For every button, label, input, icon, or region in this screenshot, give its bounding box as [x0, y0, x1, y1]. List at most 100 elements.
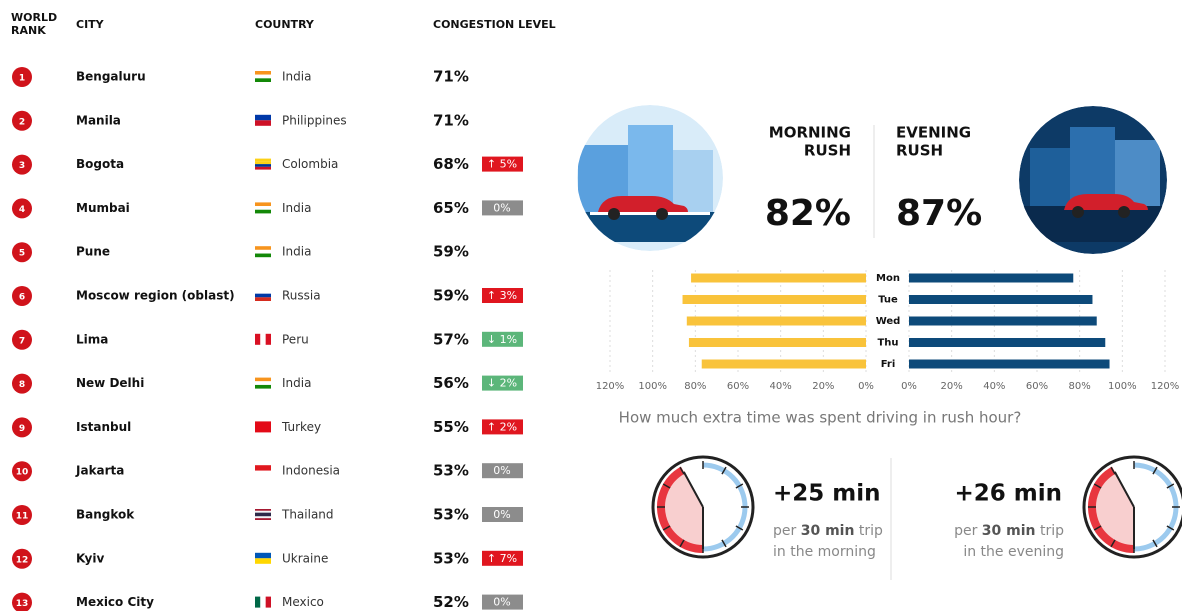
flag-stripe	[255, 206, 271, 210]
change: ↑ 3%	[487, 289, 517, 302]
rank: 7	[19, 336, 25, 346]
country: Russia	[282, 289, 321, 303]
clock-tick	[1093, 525, 1102, 531]
flag-stripe	[265, 333, 271, 345]
bar	[691, 273, 866, 283]
country: Mexico	[282, 595, 324, 609]
x-tick-label: 0%	[858, 381, 874, 392]
x-tick-label: 80%	[1069, 381, 1091, 392]
level: 57%	[433, 330, 469, 348]
flag-stripe	[255, 512, 271, 515]
rank: 10	[16, 468, 29, 478]
change: ↓ 2%	[487, 377, 517, 390]
change: ↑ 2%	[487, 420, 517, 433]
flag-stripe	[255, 516, 271, 519]
rank: 5	[19, 249, 25, 259]
city: Bengaluru	[76, 70, 146, 84]
morning-title: RUSH	[804, 142, 851, 160]
flag-stripe	[255, 381, 271, 385]
change-badge	[482, 507, 523, 522]
level: 52%	[433, 593, 469, 611]
clock-tick	[662, 483, 671, 489]
flag-stripe	[255, 552, 271, 559]
flag-stripe	[255, 377, 271, 382]
question: How much extra time was spent driving in…	[619, 409, 1022, 427]
city: Istanbul	[76, 420, 131, 434]
header-country: COUNTRY	[255, 18, 315, 31]
city: Bogota	[76, 157, 124, 171]
city: Jakarta	[75, 464, 124, 478]
flag-stripe	[255, 166, 271, 170]
rank-badge	[12, 417, 32, 438]
clock-red	[1088, 466, 1135, 553]
day-label: Wed	[876, 316, 901, 327]
clock-hand	[682, 471, 704, 508]
flag-stripe	[255, 297, 271, 301]
rank-badge	[12, 67, 32, 87]
clock-tick	[1093, 483, 1102, 489]
level: 53%	[433, 506, 469, 524]
x-tick-label: 120%	[596, 381, 625, 392]
clock-tick	[679, 539, 685, 548]
city: Pune	[76, 245, 110, 259]
change: 0%	[493, 464, 510, 477]
morning-value: 82%	[765, 193, 851, 234]
city: Manila	[76, 113, 121, 127]
level: 56%	[433, 374, 469, 392]
flag-stripe	[255, 161, 271, 165]
morning-illustration	[577, 105, 723, 251]
day-label: Thu	[877, 338, 898, 349]
country: Thailand	[281, 508, 334, 522]
level: 68%	[433, 155, 469, 173]
change: 0%	[493, 596, 510, 609]
change-badge	[482, 200, 523, 216]
header-city: CITY	[76, 18, 105, 31]
level: 65%	[433, 199, 469, 217]
x-tick-label: 120%	[1151, 381, 1180, 392]
morning-extra: +25 min	[773, 481, 881, 507]
x-tick-label: 0%	[901, 381, 917, 392]
evening-when: in the evening	[963, 544, 1064, 560]
flag-stripe	[255, 293, 271, 298]
rank-badge	[12, 198, 32, 219]
x-tick-label: 100%	[1108, 381, 1137, 392]
bar	[688, 338, 866, 347]
flag-stripe	[255, 158, 271, 162]
flag-stripe	[255, 470, 271, 477]
country: India	[282, 245, 311, 259]
evening-title: EVENING	[896, 124, 971, 142]
city: Mexico City	[76, 595, 154, 609]
city: Moscow region (oblast)	[76, 289, 235, 303]
rank: 1	[19, 74, 25, 84]
flag-stripe	[265, 596, 271, 608]
x-tick-label: 60%	[727, 381, 749, 392]
city: Kyiv	[76, 551, 104, 565]
day-label: Mon	[876, 273, 900, 284]
clock-tick	[1166, 483, 1175, 489]
bar	[682, 295, 866, 304]
change: 0%	[493, 201, 510, 214]
header-word: RANK	[11, 24, 46, 37]
bar	[909, 338, 1106, 347]
city: Lima	[76, 332, 108, 346]
clock-hand	[1113, 471, 1135, 508]
city: Mumbai	[76, 201, 130, 215]
x-tick-label: 20%	[941, 381, 963, 392]
rank: 9	[19, 424, 25, 434]
flag-stripe	[255, 120, 271, 126]
rank: 8	[19, 380, 25, 390]
rank: 13	[16, 599, 29, 609]
clock-tick	[1152, 539, 1158, 548]
bar	[909, 359, 1110, 369]
flag-stripe	[255, 333, 261, 345]
flag-stripe	[255, 78, 271, 82]
rank-badge	[12, 329, 32, 350]
x-tick-label: 20%	[812, 381, 834, 392]
evening-title: RUSH	[896, 142, 943, 160]
country: Ukraine	[282, 551, 328, 565]
change: ↑ 5%	[487, 158, 517, 171]
rank-badge	[12, 110, 32, 131]
change-badge	[482, 331, 523, 347]
change-badge	[482, 419, 523, 435]
